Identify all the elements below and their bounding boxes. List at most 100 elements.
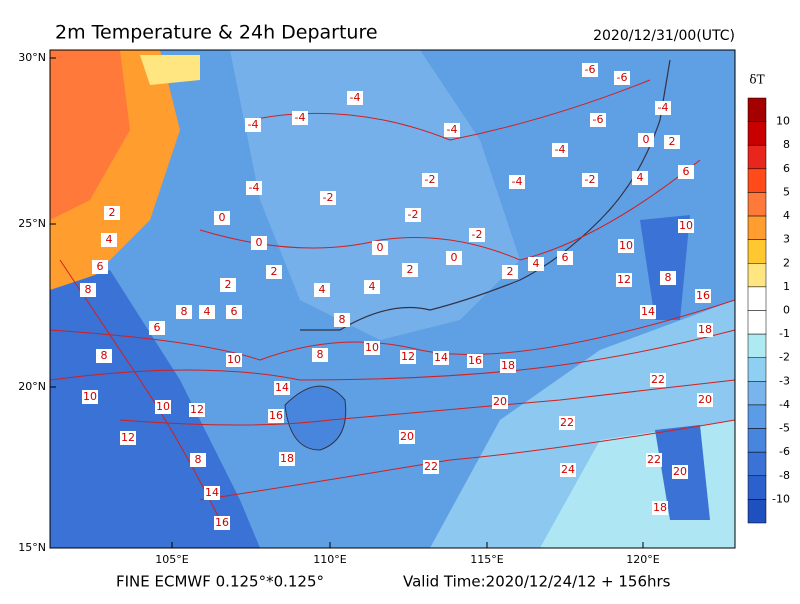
contour-label: 10: [619, 239, 633, 252]
contour-label: 6: [97, 260, 104, 273]
colorbar-label: 8: [783, 138, 790, 151]
contour-label: 12: [121, 431, 135, 444]
contour-label: 8: [101, 349, 108, 362]
contour-label: 22: [651, 373, 665, 386]
colorbar-box: [747, 475, 767, 500]
contour-label: -2: [323, 191, 334, 204]
contour-label-box: [560, 463, 576, 477]
contour-label: 20: [400, 430, 414, 443]
contour-label-box: [314, 283, 330, 297]
contour-label: 2: [507, 265, 514, 278]
contour-label-box: [423, 460, 439, 474]
contour-label: 10: [679, 219, 693, 232]
contour-label: -4: [248, 118, 259, 131]
contour-label-box: [655, 101, 671, 115]
contour-label-box: [678, 165, 694, 179]
colorbar-label: 2: [783, 256, 790, 269]
x-tick-label: 110°E: [313, 553, 346, 566]
contour-label-box: [582, 173, 598, 187]
contour-label-box: [502, 265, 518, 279]
colorbar-label: 3: [783, 233, 790, 246]
contour-label-box: [444, 123, 460, 137]
contour-label-box: [492, 395, 508, 409]
colorbar-label: -8: [779, 469, 790, 482]
contour-label: 4: [106, 233, 113, 246]
contour-label: 20: [673, 465, 687, 478]
contour-label: 6: [562, 251, 569, 264]
contour-label: -4: [295, 111, 306, 124]
contour-label: 2: [225, 278, 232, 291]
contour-label: 14: [205, 486, 219, 499]
contour-label-box: [155, 400, 171, 414]
contour-label: -4: [447, 123, 458, 136]
contour-label: 12: [401, 350, 415, 363]
contour-label-box: [226, 305, 242, 319]
colorbar-box: [747, 499, 767, 524]
contour-label: 2: [109, 206, 116, 219]
contour-label: 20: [493, 395, 507, 408]
contour-label: 0: [451, 251, 458, 264]
contour-label: -4: [249, 181, 260, 194]
model-info: FINE ECMWF 0.125°*0.125°: [116, 573, 324, 591]
contour-label: 12: [190, 403, 204, 416]
contour-label-box: [632, 171, 648, 185]
colorbar-box: [747, 263, 767, 288]
contour-label: 18: [280, 452, 294, 465]
contour-label: -6: [617, 71, 628, 84]
colorbar-label: 6: [783, 162, 790, 175]
contour-label: 0: [256, 236, 263, 249]
contour-label-box: [149, 321, 165, 335]
contour-label: 6: [683, 165, 690, 178]
contour-label: 10: [83, 390, 97, 403]
contour-label-box: [528, 257, 544, 271]
contour-label-box: [664, 135, 680, 149]
contour-label: 8: [85, 283, 92, 296]
contour-label: -6: [585, 63, 596, 76]
y-tick-label: 25°N: [18, 217, 46, 230]
colorbar-box: [747, 333, 767, 358]
contour-label: 8: [181, 305, 188, 318]
x-tick-label: 120°E: [626, 553, 659, 566]
contour-label-box: [509, 175, 525, 189]
contour-label: 4: [204, 305, 211, 318]
contour-label: 20: [698, 393, 712, 406]
contour-label-box: [82, 390, 98, 404]
y-tick-label: 20°N: [18, 380, 46, 393]
contour-label: 8: [317, 348, 324, 361]
x-tick-label: 105°E: [155, 553, 188, 566]
contour-label: 8: [195, 453, 202, 466]
map-frame: [49, 49, 736, 549]
contour-label-box: [320, 191, 336, 205]
contour-label: 22: [424, 460, 438, 473]
contour-label-box: [557, 251, 573, 265]
contour-label-box: [405, 208, 421, 222]
contour-label: -2: [472, 228, 483, 241]
x-tick-label: 115°E: [470, 553, 503, 566]
colorbar-box: [747, 192, 767, 217]
contour-label: -2: [425, 173, 436, 186]
contour-label: 4: [319, 283, 326, 296]
colorbar-box: [747, 357, 767, 382]
contour-label-box: [364, 280, 380, 294]
contour-label: 4: [369, 280, 376, 293]
colorbar-box: [747, 239, 767, 264]
valid-time: Valid Time:2020/12/24/12 + 156hrs: [403, 573, 671, 591]
contour-label-box: [697, 393, 713, 407]
contour-label: 14: [434, 351, 448, 364]
contour-label-box: [266, 265, 282, 279]
contour-label-box: [312, 348, 328, 362]
contour-label-box: [190, 453, 206, 467]
contour-label: 16: [215, 516, 229, 529]
colorbar-label: -2: [779, 351, 790, 364]
colorbar-label: -6: [779, 445, 790, 458]
contour-label: 22: [647, 453, 661, 466]
contour-label-box: [214, 516, 230, 530]
contour-label-box: [616, 273, 632, 287]
contour-label-box: [226, 353, 242, 367]
colorbar-label: 1: [783, 280, 790, 293]
contour-label: 22: [560, 416, 574, 429]
contour-label-box: [245, 118, 261, 132]
contour-label: 16: [696, 289, 710, 302]
contour-label-box: [199, 305, 215, 319]
contour-label: -4: [555, 143, 566, 156]
